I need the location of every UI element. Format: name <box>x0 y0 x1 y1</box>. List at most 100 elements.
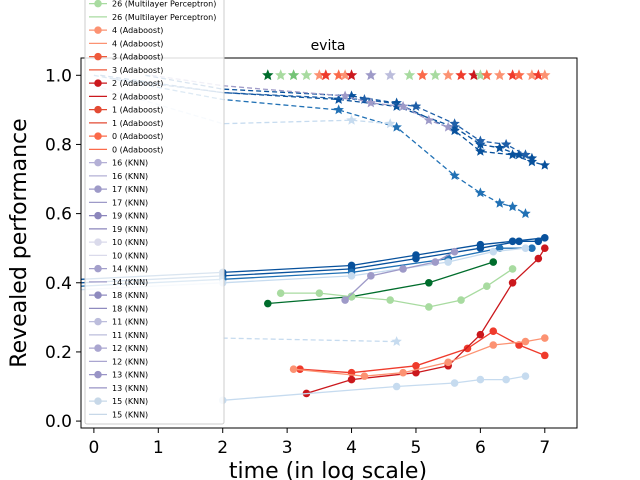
top-star-point <box>513 69 525 81</box>
series-16-point <box>444 358 452 367</box>
series-3-point <box>449 118 460 129</box>
chart-title: evita <box>311 38 346 54</box>
series-17-point <box>450 379 459 387</box>
series-16-point <box>540 334 549 342</box>
series-4-point <box>397 100 409 111</box>
legend-swatch-marker <box>94 317 102 326</box>
top-star-point <box>474 69 487 81</box>
legend-entry: 15 (KNN) <box>89 397 148 406</box>
series-2-point <box>449 125 460 136</box>
legend-label: 11 (KNN) <box>112 318 148 327</box>
series-11-point <box>489 258 498 266</box>
series-1-point <box>475 187 486 198</box>
top-star-point <box>481 69 493 81</box>
legend-entry: 14 (KNN) <box>89 278 148 287</box>
legend-swatch-marker <box>94 264 102 273</box>
series-3-point <box>520 149 531 160</box>
series-5-point <box>385 118 396 129</box>
top-star-point <box>365 69 377 81</box>
legend-entry: 18 (KNN) <box>89 304 148 313</box>
legend-label: 2 (Adaboost) <box>112 92 163 101</box>
legend-entry: 14 (KNN) <box>89 265 148 274</box>
legend-entry: 13 (KNN) <box>89 371 148 380</box>
legend-label: 13 (KNN) <box>112 384 148 393</box>
top-star-point <box>539 69 551 81</box>
series-2-line <box>145 74 545 166</box>
series-12 <box>276 265 517 311</box>
series-6-point <box>391 336 402 346</box>
series-0-point <box>494 142 505 153</box>
legend-swatch-marker <box>94 132 102 140</box>
series-0-point <box>333 94 344 104</box>
series-8-point <box>412 254 420 263</box>
legend-entry: 4 (Adaboost) <box>89 26 163 35</box>
series-13-point <box>450 247 459 256</box>
y-tick-label: 0.0 <box>45 412 72 432</box>
legend-entry: 0 (Adaboost) <box>89 132 163 141</box>
series-10-point <box>521 244 530 252</box>
series-9-point <box>528 244 536 252</box>
series-8-point <box>476 244 485 252</box>
top-star-point <box>403 69 416 81</box>
series-13 <box>341 247 459 304</box>
legend-swatch-marker <box>94 211 102 220</box>
series-16-line <box>293 337 545 377</box>
series-3-point <box>500 138 512 149</box>
top-star-point <box>287 69 300 81</box>
series-13-line <box>344 251 455 301</box>
series-14-point <box>489 327 498 335</box>
x-tick-label: 2 <box>217 438 228 458</box>
legend-entry: 26 (Multilayer Perceptron) <box>89 0 216 9</box>
legend-entry: 1 (Adaboost) <box>89 119 163 128</box>
series-8-point <box>534 237 543 246</box>
series-13-point <box>399 265 407 273</box>
series-1-point <box>333 104 344 115</box>
series-1-point <box>391 121 402 132</box>
legend-entry: 12 (KNN) <box>89 344 148 353</box>
legend-label: 19 (KNN) <box>112 212 148 221</box>
legend-entry: 11 (KNN) <box>89 318 148 327</box>
legend-label: 12 (KNN) <box>112 357 148 366</box>
series-1-point <box>507 201 518 212</box>
top-star-point <box>526 69 538 81</box>
series-16 <box>289 334 549 380</box>
y-axis-label: Revealed performance <box>7 118 32 367</box>
legend-entry: 13 (KNN) <box>89 384 148 393</box>
legend-swatch-marker <box>94 105 102 114</box>
legend-label: 2 (Adaboost) <box>112 79 163 88</box>
series-12-point <box>386 296 394 304</box>
legend-label: 12 (KNN) <box>112 344 148 353</box>
legend-label: 13 (KNN) <box>112 371 148 380</box>
series-15-point <box>534 254 543 263</box>
series-14-point <box>540 351 549 360</box>
series-11-line <box>267 261 494 305</box>
legend-entry: 3 (Adaboost) <box>89 53 163 62</box>
top-star-point <box>339 69 351 81</box>
legend-entry: 2 (Adaboost) <box>89 92 163 101</box>
series-12-line <box>280 268 513 308</box>
legend-entry: 19 (KNN) <box>89 212 148 221</box>
series-4-point <box>442 121 454 132</box>
legend-swatch-marker <box>94 344 102 352</box>
legend-swatch-marker <box>94 158 102 167</box>
x-tick-label: 4 <box>346 438 357 458</box>
legend-entry: 26 (Multilayer Perceptron) <box>89 13 216 22</box>
legend-entry: 2 (Adaboost) <box>89 79 163 88</box>
series-3-point <box>475 135 486 146</box>
top-star-point <box>429 69 441 81</box>
x-tick-label: 7 <box>539 438 550 458</box>
legend-label: 14 (KNN) <box>112 265 148 274</box>
top-star-point <box>320 69 332 81</box>
legend-label: 15 (KNN) <box>112 410 148 419</box>
legend-label: 18 (KNN) <box>112 291 148 300</box>
series-16-point <box>289 365 298 374</box>
legend-label: 4 (Adaboost) <box>112 39 163 48</box>
series-0-point <box>391 100 402 111</box>
series-1-point <box>449 170 460 180</box>
legend-entry: 10 (KNN) <box>89 251 148 260</box>
legend-label: 10 (KNN) <box>112 251 148 260</box>
legend-label: 17 (KNN) <box>112 198 148 207</box>
series-12-point <box>347 292 356 301</box>
legend-entry: 18 (KNN) <box>89 291 148 300</box>
series-13-point <box>367 272 375 280</box>
